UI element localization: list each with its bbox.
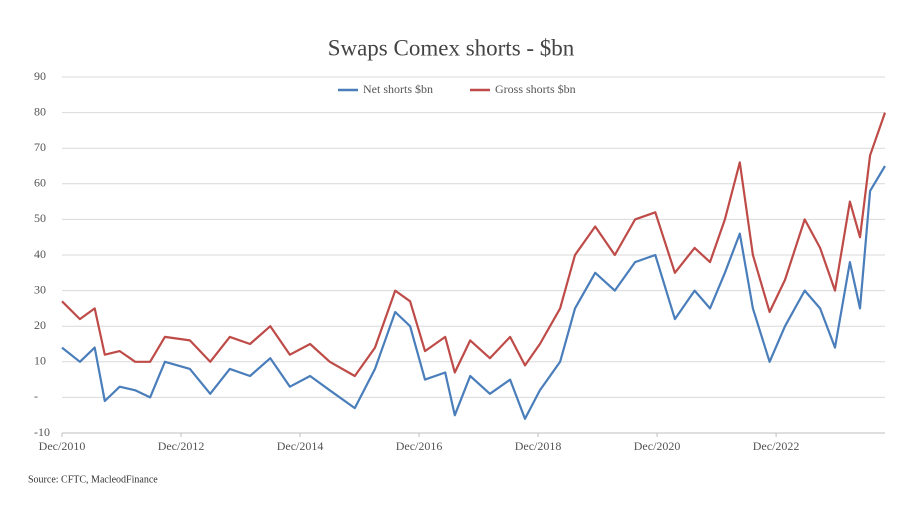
- x-tick-label: Dec/2010: [39, 439, 86, 453]
- x-tick-label: Dec/2018: [515, 439, 562, 453]
- series-line: [61, 165, 886, 420]
- x-tick-label: Dec/2016: [396, 439, 443, 453]
- y-tick-label: 80: [34, 104, 46, 118]
- y-tick-label: 90: [34, 69, 46, 83]
- chart-title: Swaps Comex shorts - $bn: [328, 35, 575, 60]
- x-tick-label: Dec/2014: [277, 439, 324, 453]
- y-tick-label: 30: [34, 282, 46, 296]
- legend-label: Gross shorts $bn: [495, 82, 576, 96]
- y-tick-label: 60: [34, 176, 46, 190]
- y-tick-label: 20: [34, 318, 46, 332]
- y-tick-label: -: [34, 389, 38, 403]
- legend-label: Net shorts $bn: [363, 82, 433, 96]
- x-tick-label: Dec/2012: [158, 439, 205, 453]
- y-tick-label: 50: [34, 211, 46, 225]
- y-tick-label: 70: [34, 140, 46, 154]
- y-tick-label: 10: [34, 354, 46, 368]
- x-tick-label: Dec/2022: [753, 439, 800, 453]
- series-line: [61, 112, 887, 378]
- y-tick-label: 40: [34, 247, 46, 261]
- y-tick-label: -10: [34, 425, 50, 439]
- x-tick-label: Dec/2020: [634, 439, 681, 453]
- source-note: Source: CFTC, MacleodFinance: [28, 474, 158, 485]
